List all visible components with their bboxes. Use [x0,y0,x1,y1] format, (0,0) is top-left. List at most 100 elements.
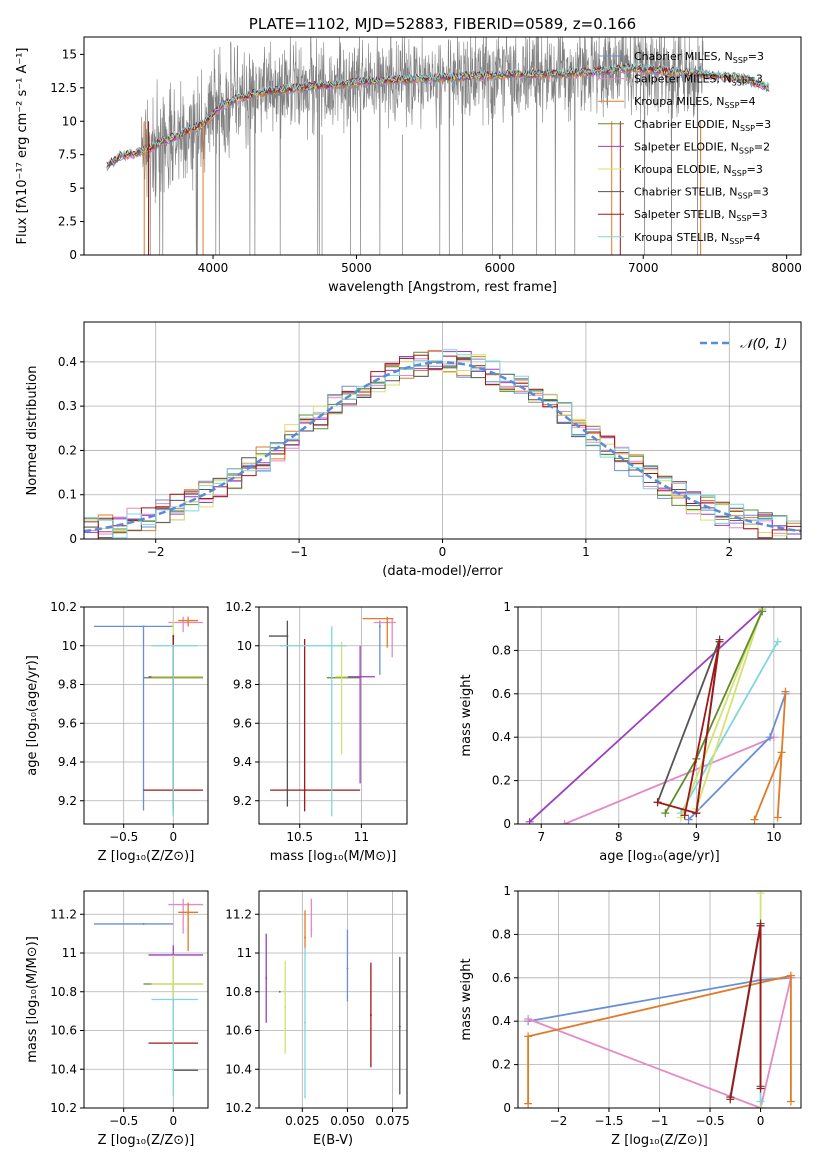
x-tick-label: 0 [439,545,447,559]
data-point-kroupa-stelib [304,1021,307,1024]
data-point-kroupa-elodie [284,1006,287,1009]
legend-tail: =4 [739,95,755,108]
legend: 𝒩(0, 1) [700,337,787,352]
x-tick-label: 0.050 [330,1114,364,1128]
x-tick-label: 4000 [198,261,229,275]
x-tick-label: 7 [537,830,545,844]
data-point-kroupa-miles [187,619,190,622]
axes-frame [517,606,802,825]
legend-label: Salpeter MILES, N [634,73,732,86]
plot-area [93,616,204,817]
y-tick-label: 10.4 [50,1062,77,1076]
legend-label: Chabrier MILES, N [634,50,733,63]
series-marker-chabrier-elodie [661,809,670,818]
y-axis-label: Flux [fλ10⁻¹⁷ erg cm⁻² s⁻¹ A⁻¹] [15,48,30,245]
legend-tail: =3 [747,163,763,176]
series-marker-chabrier-miles [765,733,774,742]
axes-frame [258,606,408,825]
legend-entry: Chabrier ELODIE, NSSP=3 [634,118,771,133]
data-point-salpeter-miles [391,621,394,624]
data-point-kroupa-miles [386,617,389,620]
x-tick-label: −0.5 [109,830,138,844]
y-axis-label: mass [log₁₀(M/M⊙)] [25,936,40,1063]
series-line-salpeter-miles [527,977,792,1108]
y-tick-label: 0.4 [58,355,77,369]
series-marker-salpeter-stelib [692,809,701,818]
series-marker-kroupa-miles [786,1097,795,1106]
data-point-salpeter-elodie [265,977,268,980]
x-axis-label: E(B-V) [313,1133,353,1148]
series-marker-salpeter-miles [524,1015,533,1024]
series-line-kroupa-miles [527,974,792,1104]
series-marker-salpeter-stelib [756,1084,765,1093]
histogram-kroupa-stelib [84,349,801,539]
y-tick-label: 10 [62,114,77,128]
data-point-kroupa-stelib [172,998,175,1001]
mass-vs-metallicity-panel: −0.5 0 10.2 10.4 10.6 10.8 11 11.2 Z [log₁₀(Z/Z⊙… [25,890,209,1148]
x-axis-label: Z [log₁₀(Z/Z⊙)] [98,849,195,864]
series-line-salpeter-stelib [729,925,762,1100]
x-tick-label: 0.075 [375,1114,409,1128]
series-marker-kroupa-miles [786,971,795,980]
legend-entry: Salpeter MILES, NSSP=3 [634,73,763,88]
legend-subscript: SSP [732,169,747,178]
legend-label: Chabrier STELIB, N [634,186,738,199]
series-marker-salpeter-stelib [680,811,689,820]
series-marker-kroupa-miles [773,813,782,822]
series-marker-kroupa-stelib [773,637,782,646]
observed-spectrum [141,37,704,255]
y-tick-label: 0.6 [492,971,511,985]
y-tick-label: 5 [69,181,77,195]
y-tick-label: 0.8 [492,643,511,657]
y-tick-label: 10 [237,639,252,653]
series-marker-kroupa-miles [777,748,786,757]
y-tick-label: 10.6 [50,1024,77,1038]
model-spectrum-salpeter-stelib [106,63,770,167]
legend-entry: Kroupa STELIB, NSSP=4 [634,231,760,246]
series-marker-kroupa-miles [781,687,790,696]
y-tick-label: 0 [503,817,511,831]
x-tick-label: 2 [725,545,733,559]
x-tick-label: −1.5 [594,1114,623,1128]
x-tick-label: 9 [693,830,701,844]
age-vs-mass-panel: 10.5 11 9.2 9.4 9.6 9.8 10 10.2 mass [log₁₀(M/M⊙… [225,600,408,864]
legend-subscript: SSP [739,146,754,155]
data-point-chabrier-miles [346,967,349,970]
y-tick-label: 0.8 [492,927,511,941]
series-marker-kroupa-stelib [756,1097,765,1106]
model-spectrum-kroupa-stelib [106,62,770,166]
data-point-kroupa-elodie [172,983,175,985]
series-marker-salpeter-elodie [525,817,534,824]
y-tick-label: 7.5 [58,148,77,162]
legend-tail: =3 [753,186,769,199]
y-tick-label: 12.5 [50,81,77,95]
y-tick-label: 2.5 [58,215,77,229]
y-tick-label: 10.8 [50,985,77,999]
legend-entry: Chabrier STELIB, NSSP=3 [634,186,769,201]
weight-vs-age-panel: 7 8 9 10 0 0.2 0.4 0.6 0.8 1 age [log₁₀(age/yr)] ma… [459,600,802,864]
y-tick-label: 0.4 [492,1014,511,1028]
y-tick-label: 11.2 [50,907,77,921]
y-tick-label: 1 [503,884,511,898]
x-tick-label: 6000 [485,261,516,275]
age-vs-metallicity-panel: −0.5 0 9.2 9.4 9.6 9.8 10 10.2 Z [log₁₀(Z/Z⊙)] ag… [25,600,209,864]
data-point-chabrier-elodie [278,990,281,993]
spectrum-panel: 4000 5000 6000 7000 8000 0 2.5 5 7.5 10 12.5 15 wave… [15,15,802,295]
y-tick-label: 10.2 [50,1101,77,1115]
x-tick-label: 10.5 [286,830,313,844]
legend-label: Kroupa STELIB, N [634,231,729,244]
y-tick-label: 9.6 [58,716,77,730]
legend-label: Chabrier ELODIE, N [634,118,740,131]
y-tick-label: 9.6 [233,716,252,730]
y-tick-label: 0.3 [58,399,77,413]
series-marker-salpeter-stelib [653,798,662,807]
data-point-kroupa-stelib [172,644,175,647]
series-line-chabrier-elodie [664,610,764,814]
series-marker-kroupa-miles [524,1032,533,1041]
y-tick-label: 9.8 [233,678,252,692]
x-tick-label: −2 [147,545,165,559]
series-marker-chabrier-miles [684,815,693,824]
data-point-kroupa-stelib [330,644,333,647]
legend-subscript: SSP [740,124,755,133]
